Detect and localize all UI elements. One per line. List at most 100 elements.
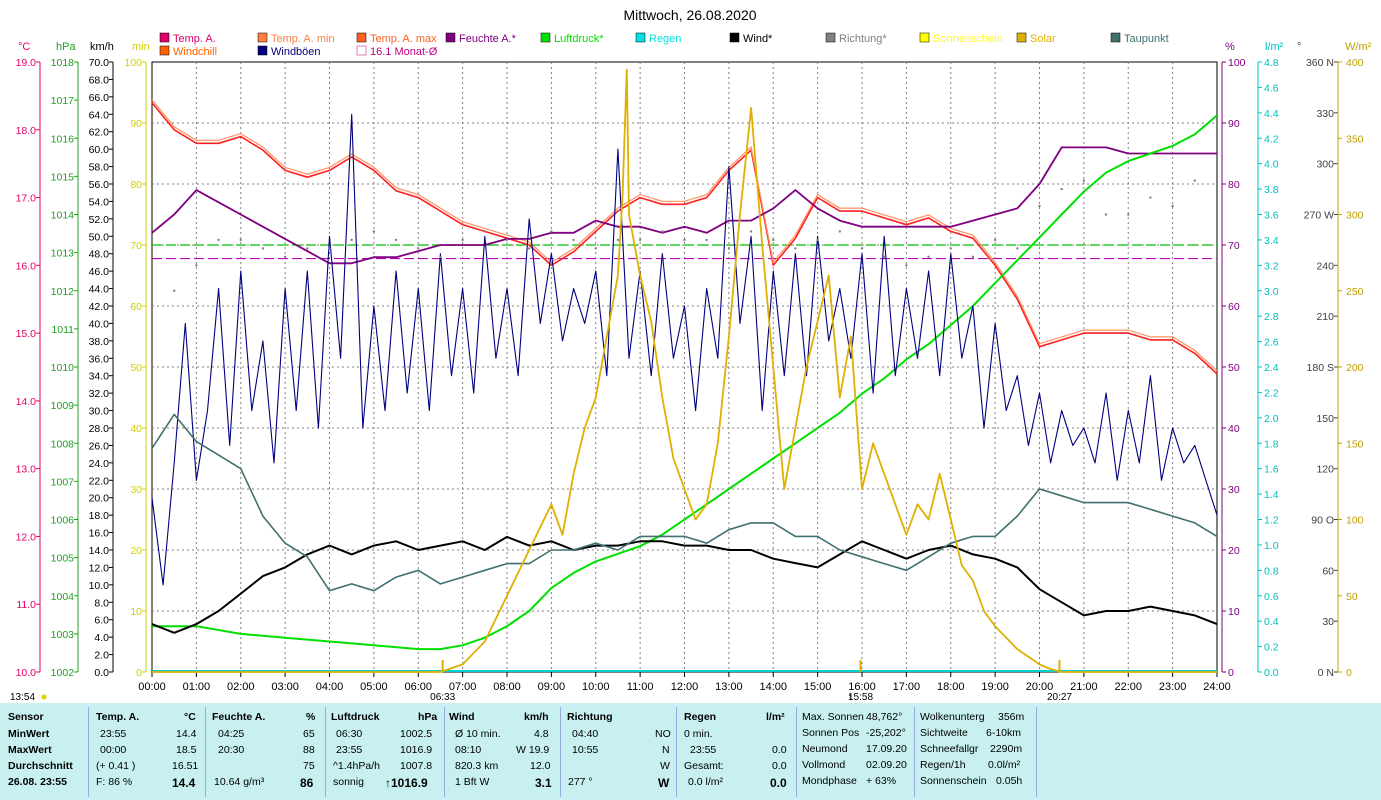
rain-axis-tick-label: 4.8 <box>1264 57 1279 69</box>
x-tick-label: 01:00 <box>183 681 211 693</box>
direction-dot <box>172 289 176 292</box>
stats-temp-time: 23:55 <box>100 728 127 740</box>
rain-axis-tick-label: 1.6 <box>1264 464 1279 476</box>
legend-label: Regen <box>649 33 681 45</box>
legend-swatch <box>729 32 740 43</box>
direction-dot <box>993 238 997 242</box>
direction-dot <box>905 264 908 267</box>
stats-temp-value: 18.5 <box>176 744 197 756</box>
minutes-axis-tick-label: 60 <box>130 301 142 313</box>
direction-dot <box>1016 247 1019 250</box>
wind-axis-tick-label: 44.0 <box>89 284 110 296</box>
direction-dot <box>550 230 553 233</box>
stats-temp-trend: (+ 0.41 ) <box>96 760 136 772</box>
wind-axis-tick-label: 36.0 <box>89 353 110 365</box>
stats-pressure-value: 1007.8 <box>400 760 433 772</box>
chart-axes: 00:00 01:00 02:00 03:00 04:00 05:00 06:00 07:00… <box>10 41 1372 703</box>
rain-axis-tick-label: 4.6 <box>1264 82 1279 94</box>
pressure-axis-tick-label: 1018 <box>51 57 75 69</box>
direction-dot <box>1149 196 1152 199</box>
rain-axis-tick-label: 2.6 <box>1264 337 1279 349</box>
legend-label: 16.1 Monat-Ø <box>370 46 438 58</box>
stats-wind-label: 08:10 <box>455 744 482 756</box>
direction-dot <box>195 264 198 267</box>
solar-axis-tick-label: 400 <box>1346 57 1364 69</box>
pressure-axis-tick-label: 1002 <box>51 667 75 679</box>
direction-dot <box>461 238 464 242</box>
x-tick-label: 22:00 <box>1114 681 1142 693</box>
direction-dot <box>927 255 930 259</box>
stats-temp-time: 00:00 <box>100 744 127 756</box>
axis-unit-label: min <box>132 41 150 53</box>
legend-swatch <box>1110 32 1121 43</box>
direction-dot <box>661 230 664 233</box>
stats-extra-label: Wolkenunterg <box>920 711 985 723</box>
x-tick-label: 15:00 <box>804 681 832 693</box>
chart-grid <box>151 61 1218 673</box>
temp-axis-tick-label: 12.0 <box>16 531 37 543</box>
legend-swatch <box>159 45 170 56</box>
wind-axis-tick-label: 64.0 <box>89 109 110 121</box>
wind-axis-tick-label: 32.0 <box>89 388 110 400</box>
x-tick-label: 05:00 <box>360 681 388 693</box>
stats-astro-label: Mondphase <box>802 775 857 787</box>
solar-axis-tick-label: 200 <box>1346 362 1364 374</box>
rain-axis-tick-label: 1.4 <box>1264 489 1279 501</box>
stats-pressure-forecast: sonnig <box>333 776 364 788</box>
legend-swatch <box>635 32 646 43</box>
legend-label: Taupunkt <box>1124 33 1169 45</box>
pressure-axis-tick-label: 1011 <box>51 324 74 336</box>
stats-pressure-trend: ^1.4hPa/h <box>333 760 380 772</box>
humidity-axis-tick-label: 50 <box>1228 362 1240 374</box>
direction-dot <box>217 238 220 242</box>
series-luftdruck-line <box>152 114 1218 651</box>
wind-axis-tick-label: 26.0 <box>89 440 110 452</box>
rain-axis-tick-label: 4.4 <box>1264 108 1279 120</box>
rain-axis-tick-label: 0.4 <box>1264 616 1279 628</box>
stats-pressure-value: 1002.5 <box>400 728 433 740</box>
rain-axis-tick-label: 3.6 <box>1264 210 1279 222</box>
wind-axis-tick-label: 2.0 <box>94 650 109 662</box>
series-temp-max-line <box>151 99 1218 372</box>
pressure-axis-tick-label: 1005 <box>51 553 75 565</box>
wind-axis-tick-label: 8.0 <box>94 597 109 609</box>
stats-extra-value: 0.0l/m² <box>988 759 1021 771</box>
humidity-axis-tick-label: 40 <box>1228 423 1240 435</box>
direction-axis-tick-label: 90 O <box>1311 515 1334 527</box>
stats-wind-bft: 1 Bft W <box>455 776 490 788</box>
axis-unit-label: W/m² <box>1345 41 1372 53</box>
direction-dot <box>949 247 952 250</box>
wind-axis-tick-label: 66.0 <box>89 92 110 104</box>
stats-wind-value: 4.8 <box>534 728 549 740</box>
humidity-axis-tick-label: 80 <box>1228 179 1240 191</box>
direction-dot <box>1127 213 1130 216</box>
x-tick-label: 18:00 <box>937 681 965 693</box>
rain-axis-tick-label: 3.4 <box>1264 235 1279 247</box>
x-tick-label: 09:00 <box>538 681 566 693</box>
stats-extra-value: 6-10km <box>986 727 1022 739</box>
legend-swatch <box>159 32 170 43</box>
minutes-axis-tick-label: 70 <box>130 240 142 252</box>
wind-axis-tick-label: 34.0 <box>89 371 110 383</box>
stats-extra-label: Sonnenschein <box>920 775 987 787</box>
direction-dot <box>772 238 775 242</box>
pressure-axis-tick-label: 1013 <box>51 248 75 260</box>
direction-dot <box>971 255 975 259</box>
wind-axis-tick-label: 30.0 <box>89 406 110 418</box>
wind-axis-tick-label: 58.0 <box>89 162 110 174</box>
stats-direction-time: 10:55 <box>572 744 599 756</box>
legend-label: Windchill <box>173 46 217 58</box>
rain-axis-tick-label: 3.8 <box>1264 184 1279 196</box>
stats-astro-value: -25,202° <box>866 727 906 739</box>
legend-swatch <box>1016 32 1027 43</box>
x-tick-label: 06:00 <box>404 681 432 693</box>
x-tick-label: 21:00 <box>1070 681 1098 693</box>
stats-temp-header: Temp. A. <box>96 711 140 723</box>
wind-axis-tick-label: 68.0 <box>89 74 110 86</box>
direction-axis-tick-label: 210 <box>1316 311 1334 323</box>
x-tick-label: 17:00 <box>893 681 921 693</box>
legend-label: Temp. A. max <box>370 33 437 45</box>
direction-axis-tick-label: 240 <box>1316 260 1334 272</box>
minutes-axis-tick-label: 30 <box>130 484 142 496</box>
rain-axis-tick-label: 1.0 <box>1264 540 1279 552</box>
